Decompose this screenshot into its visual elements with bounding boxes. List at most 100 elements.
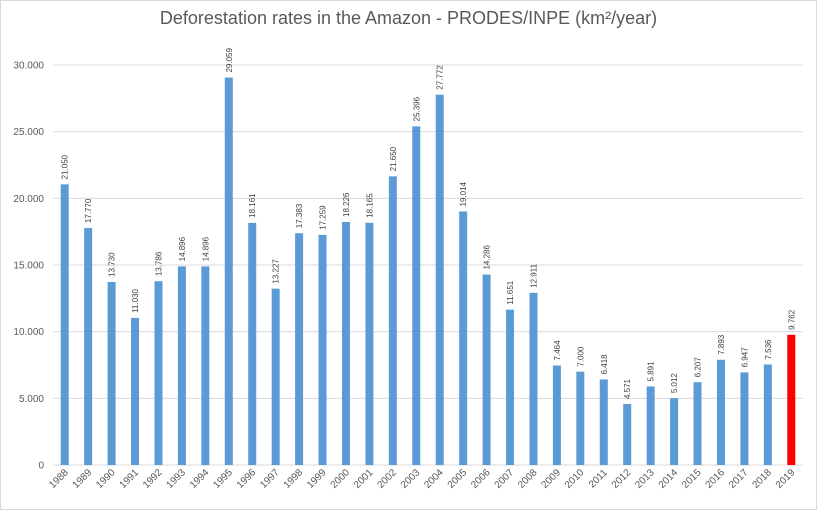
data-label: 13.786: [154, 251, 163, 276]
x-tick-label: 1994: [188, 467, 212, 491]
bar: [506, 309, 515, 465]
bar: [623, 404, 632, 465]
x-tick-label: 2008: [516, 467, 540, 491]
bar: [318, 234, 327, 465]
x-tick-label: 1997: [258, 467, 282, 491]
bar: [177, 266, 186, 465]
data-label: 11.651: [506, 280, 515, 304]
data-label: 21.050: [61, 154, 70, 179]
y-tick-label: 10.000: [13, 327, 44, 338]
data-label: 13.730: [108, 252, 117, 277]
bar: [131, 317, 140, 465]
data-label: 21.650: [389, 146, 398, 171]
x-tick-label: 2015: [680, 467, 704, 491]
data-label: 14.286: [483, 245, 492, 270]
y-tick-label: 15.000: [13, 261, 44, 272]
bar: [670, 398, 679, 465]
x-tick-label: 2002: [375, 467, 399, 491]
data-label: 25.396: [412, 96, 421, 121]
bar: [716, 359, 725, 465]
x-tick-label: 2001: [352, 467, 376, 491]
y-tick-label: 30.000: [13, 61, 44, 72]
x-tick-label: 1995: [211, 467, 235, 491]
bar: [693, 382, 702, 465]
bar: [529, 292, 538, 465]
x-tick-label: 1991: [118, 467, 142, 491]
data-label: 6.947: [740, 347, 749, 368]
data-label: 12.911: [529, 263, 538, 287]
x-tick-label: 2006: [469, 467, 493, 491]
x-tick-label: 2009: [540, 467, 564, 491]
bar: [763, 364, 772, 465]
data-label: 17.259: [319, 205, 328, 230]
data-label: 27.772: [436, 65, 445, 90]
x-tick-label: 2004: [422, 467, 446, 491]
x-tick-label: 1989: [71, 467, 95, 491]
bar: [599, 379, 608, 465]
data-label: 7.536: [764, 339, 773, 360]
data-label: 7.000: [576, 346, 585, 367]
data-label: 5.891: [647, 361, 656, 382]
bar: [646, 386, 655, 465]
y-tick-label: 5.000: [19, 394, 44, 405]
bar: [740, 372, 749, 465]
x-tick-label: 1998: [282, 467, 306, 491]
x-tick-label: 1996: [235, 467, 259, 491]
x-tick-label: 1990: [94, 467, 118, 491]
data-label: 13.227: [272, 259, 281, 284]
data-label: 7.893: [717, 334, 726, 355]
bar: [787, 334, 796, 465]
x-tick-label: 2014: [657, 467, 681, 491]
x-tick-label: 2010: [563, 467, 587, 491]
x-tick-label: 2016: [704, 467, 728, 491]
data-label: 18.165: [365, 193, 374, 218]
x-tick-label: 2011: [587, 467, 610, 490]
data-label: 4.571: [623, 378, 632, 399]
x-tick-label: 1999: [305, 467, 329, 491]
data-label: 5.012: [670, 373, 679, 394]
bar: [107, 281, 116, 465]
x-tick-label: 2003: [399, 467, 423, 491]
x-tick-label: 2013: [633, 467, 657, 491]
data-label: 14.896: [178, 236, 187, 261]
bar: [248, 222, 257, 465]
bar: [224, 77, 233, 466]
y-tick-label: 20.000: [13, 194, 44, 205]
bar: [482, 274, 491, 465]
data-label: 29.059: [225, 48, 234, 73]
bar: [435, 94, 444, 465]
x-tick-label: 2012: [610, 467, 634, 491]
bar: [341, 221, 350, 465]
data-label: 17.770: [84, 198, 93, 223]
x-tick-label: 2000: [329, 467, 353, 491]
bar: [84, 228, 93, 465]
x-tick-label: 2018: [750, 467, 774, 491]
bar: [271, 288, 280, 465]
bar: [154, 281, 163, 465]
y-tick-label: 25.000: [13, 127, 44, 138]
x-tick-label: 1993: [165, 467, 189, 491]
data-label: 7.464: [553, 340, 562, 361]
bar: [388, 176, 397, 466]
y-tick-label: 0: [38, 461, 44, 472]
x-tick-label: 2007: [493, 467, 517, 491]
bar: [365, 222, 374, 465]
data-label: 19.014: [459, 181, 468, 206]
bar: [459, 211, 468, 465]
chart-title: Deforestation rates in the Amazon - PROD…: [159, 8, 658, 28]
data-label: 6.418: [600, 354, 609, 375]
data-label: 18.161: [248, 193, 257, 218]
bar: [412, 126, 421, 466]
data-label: 18.226: [342, 192, 351, 217]
x-tick-label: 1992: [141, 467, 165, 491]
x-tick-label: 2019: [774, 467, 798, 491]
bar: [295, 233, 304, 465]
x-tick-label: 2005: [446, 467, 470, 491]
data-label: 6.207: [694, 357, 703, 378]
data-label: 9.762: [787, 309, 796, 330]
bar: [60, 184, 69, 466]
x-tick-label: 1988: [47, 467, 71, 491]
bar: [552, 365, 561, 465]
x-tick-label: 2017: [727, 467, 751, 491]
